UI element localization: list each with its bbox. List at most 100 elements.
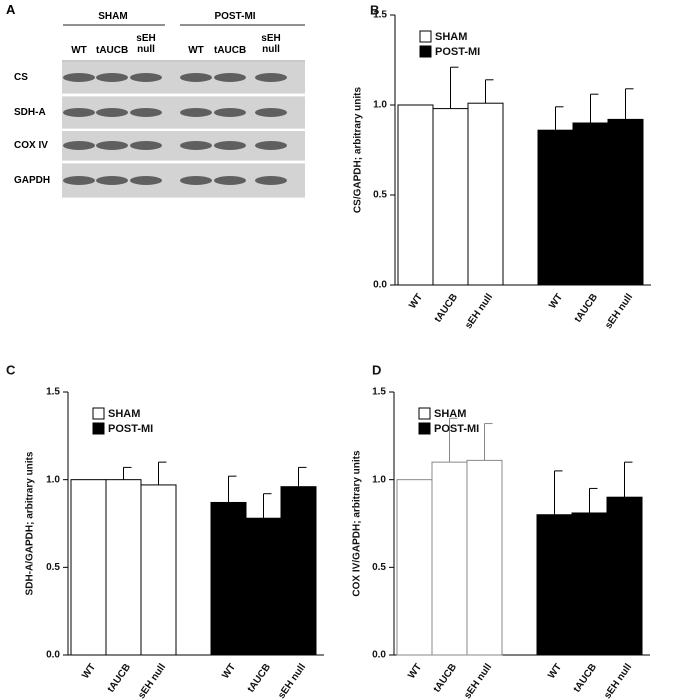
legend-label: POST-MI xyxy=(108,423,153,435)
band xyxy=(255,73,287,82)
legend-swatch xyxy=(418,422,431,435)
error-bar xyxy=(555,106,564,131)
y-tick-label: 0.0 xyxy=(373,280,387,291)
panel-label: C xyxy=(6,362,16,377)
error-bar xyxy=(449,417,458,463)
band xyxy=(255,176,287,185)
y-tick-label: 1.5 xyxy=(372,387,386,398)
error-bar xyxy=(554,470,563,515)
band xyxy=(63,176,95,185)
x-tick-label: WT xyxy=(80,662,98,681)
band xyxy=(63,108,95,117)
error-bar xyxy=(450,66,459,109)
band xyxy=(130,176,162,185)
y-tick-label: 0.5 xyxy=(46,562,60,573)
band xyxy=(180,108,212,117)
legend-swatch xyxy=(419,45,432,58)
bar xyxy=(396,479,433,656)
band xyxy=(214,141,246,150)
band xyxy=(96,73,128,82)
legend-label: SHAM xyxy=(435,31,467,43)
x-tick-label: sEH null xyxy=(276,662,308,700)
band xyxy=(180,73,212,82)
error-bar xyxy=(298,466,307,487)
legend-label: POST-MI xyxy=(435,46,480,58)
legend-swatch xyxy=(92,407,105,420)
y-tick-label: 1.0 xyxy=(372,474,386,485)
y-tick-label: 0.5 xyxy=(372,562,386,573)
x-tick-label: WT xyxy=(407,292,425,311)
x-tick-label: sEH null xyxy=(603,292,635,331)
row-label: COX IV xyxy=(14,139,48,151)
bar xyxy=(210,501,247,656)
panel-label: A xyxy=(6,2,16,17)
y-axis-label: CS/GAPDH; arbitrary units xyxy=(353,86,364,213)
error-bar xyxy=(624,461,633,498)
x-tick-label: sEH null xyxy=(462,662,494,700)
band xyxy=(96,141,128,150)
lane-label: tAUCB xyxy=(214,45,247,56)
bar xyxy=(140,484,177,656)
y-tick-label: 1.5 xyxy=(373,10,387,21)
x-tick-label: sEH null xyxy=(463,292,495,331)
error-bar xyxy=(589,487,598,513)
band xyxy=(96,108,128,117)
legend-swatch xyxy=(92,422,105,435)
error-bar xyxy=(158,461,167,485)
x-tick-label: WT xyxy=(220,662,238,681)
band xyxy=(130,73,162,82)
panel-label: B xyxy=(370,2,379,17)
y-tick-label: 0.0 xyxy=(46,650,60,661)
band xyxy=(214,73,246,82)
error-bar xyxy=(228,475,237,503)
bar xyxy=(432,108,469,286)
band xyxy=(130,141,162,150)
band xyxy=(96,176,128,185)
x-tick-label: WT xyxy=(546,662,564,681)
bar xyxy=(431,461,468,656)
bar xyxy=(536,514,573,656)
band xyxy=(130,108,162,117)
band xyxy=(255,108,287,117)
band xyxy=(63,141,95,150)
legend-label: POST-MI xyxy=(434,423,479,435)
x-tick-label: tAUCB xyxy=(433,292,460,325)
x-tick-label: tAUCB xyxy=(106,662,133,695)
error-bar xyxy=(590,93,599,123)
lane-label: WT xyxy=(188,45,204,56)
error-bar xyxy=(123,466,132,480)
row-label: SDH-A xyxy=(14,106,46,118)
x-tick-label: sEH null xyxy=(602,662,634,700)
band xyxy=(255,141,287,150)
row-label: CS xyxy=(14,71,28,83)
y-axis-label: SDH-A/GAPDH; arbitrary units xyxy=(25,451,36,595)
panel-label: D xyxy=(372,362,381,377)
x-tick-label: tAUCB xyxy=(432,662,459,695)
group-label: POST-MI xyxy=(214,11,256,22)
band xyxy=(63,73,95,82)
bar xyxy=(105,479,142,656)
legend-swatch xyxy=(418,407,431,420)
y-tick-label: 1.0 xyxy=(46,474,60,485)
band xyxy=(180,141,212,150)
bar xyxy=(571,512,608,656)
legend-swatch xyxy=(419,30,432,43)
legend-label: SHAM xyxy=(108,408,140,420)
bar xyxy=(466,459,503,656)
error-bar xyxy=(484,423,493,461)
row-label: GAPDH xyxy=(14,174,51,186)
legend-label: SHAM xyxy=(434,408,466,420)
y-tick-label: 0.5 xyxy=(373,190,387,201)
bar xyxy=(606,496,643,656)
y-tick-label: 0.0 xyxy=(372,650,386,661)
x-tick-label: tAUCB xyxy=(246,662,273,695)
error-bar xyxy=(263,493,272,519)
lane-label: sEH null xyxy=(261,33,281,55)
band xyxy=(214,108,246,117)
bar xyxy=(280,486,317,656)
y-axis-label: COX IV/GAPDH; arbitrary units xyxy=(352,450,363,597)
bar xyxy=(572,122,609,286)
bar xyxy=(245,517,282,656)
lane-label: tAUCB xyxy=(96,45,129,56)
